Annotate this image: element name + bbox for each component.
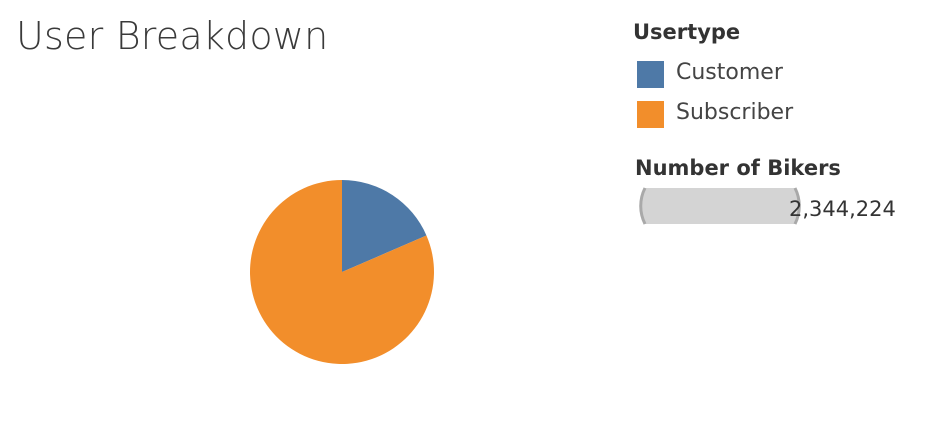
legend-swatch-subscriber: [637, 101, 664, 128]
legend-title: Usertype: [633, 20, 741, 44]
legend-label-subscriber: Subscriber: [676, 100, 794, 125]
size-legend-title: Number of Bikers: [635, 156, 841, 180]
size-legend-value: 2,344,224: [789, 197, 896, 221]
pie-slice-subscriber[interactable]: [250, 180, 434, 364]
color-legend: Usertype Customer Subscriber: [633, 20, 793, 128]
legend-swatch-customer: [637, 61, 664, 88]
legend-label-customer: Customer: [676, 60, 783, 85]
chart-title: User Breakdown: [16, 14, 329, 58]
pie-chart: [250, 180, 434, 364]
size-legend-shape: [639, 187, 801, 225]
pie-slice-customer[interactable]: [342, 180, 427, 272]
